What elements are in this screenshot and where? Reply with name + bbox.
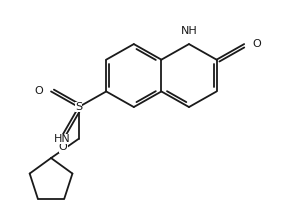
Text: O: O (59, 142, 68, 152)
Text: NH: NH (181, 26, 197, 36)
Text: S: S (75, 102, 82, 112)
Text: O: O (34, 86, 43, 96)
Text: O: O (253, 39, 261, 49)
Text: HN: HN (53, 134, 70, 144)
